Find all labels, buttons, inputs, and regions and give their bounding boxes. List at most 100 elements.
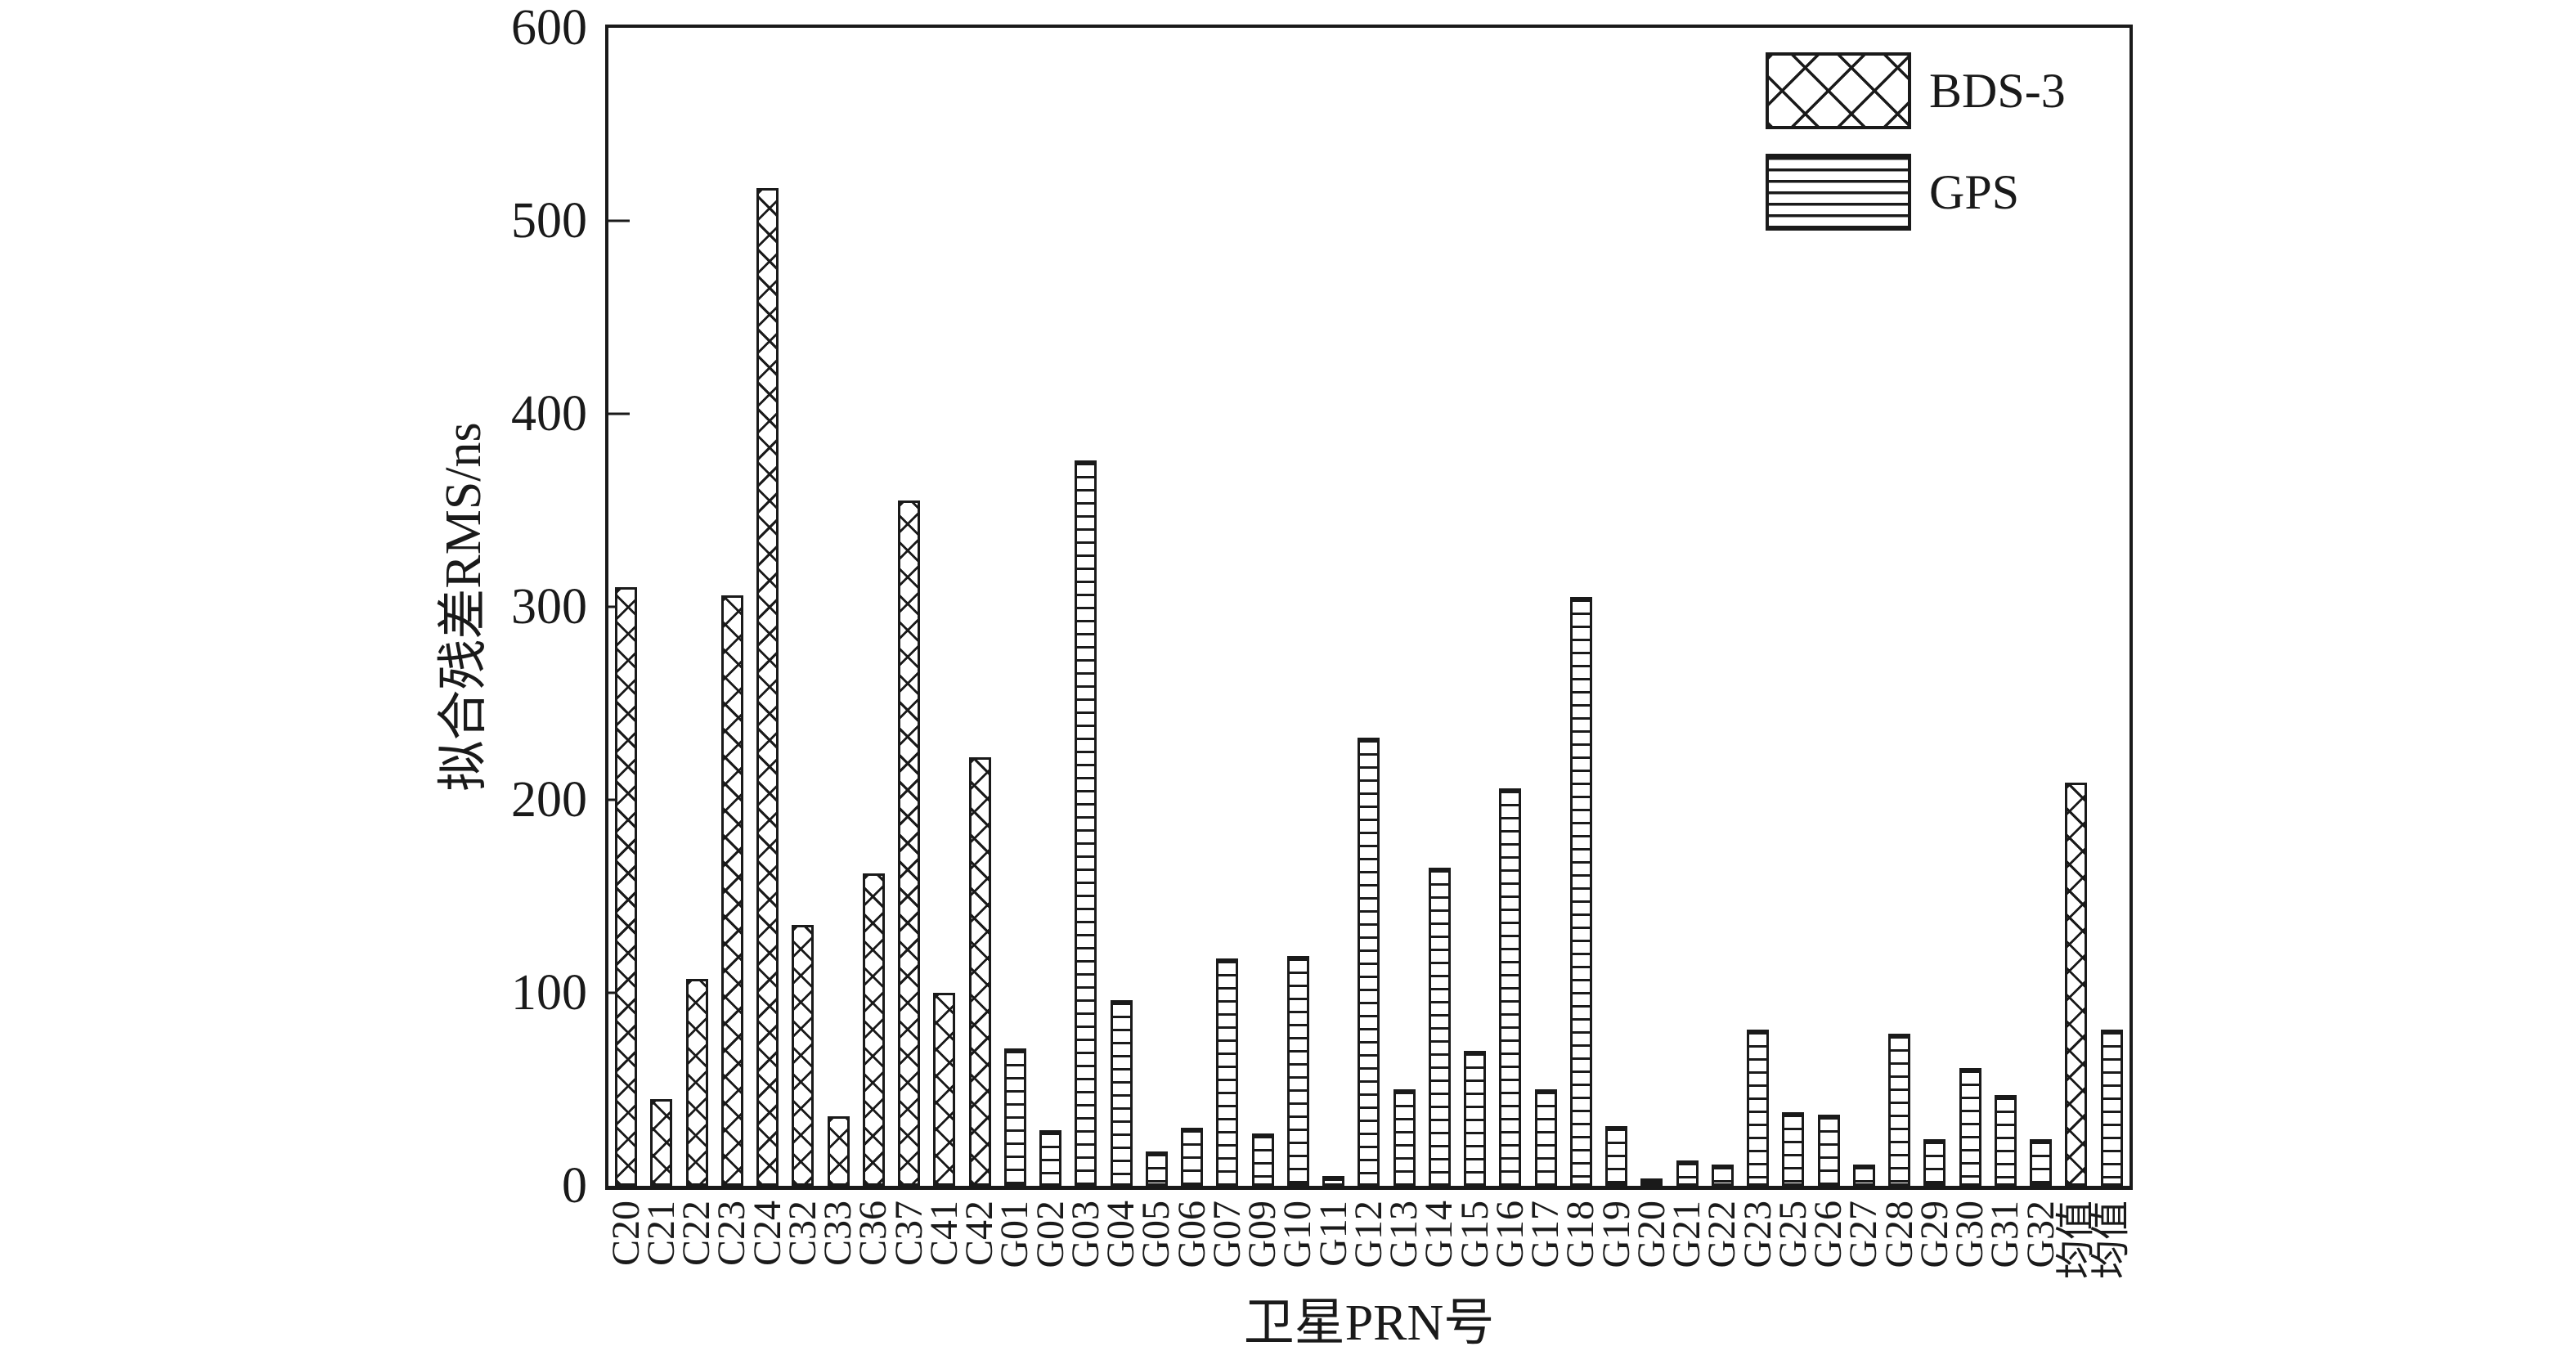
y-tick-label: 200 (511, 772, 587, 828)
bar-slot: C32 (781, 28, 824, 1266)
x-tick-label: 均值 (2089, 1201, 2134, 1280)
bar-slot: G06 (1170, 28, 1214, 1268)
bar-slot: G23 (1736, 28, 1779, 1268)
bar-C36-BDS-3 (862, 873, 885, 1186)
bar-G01-GPS (1003, 1048, 1026, 1186)
legend-swatch-crosshatch-icon (1766, 52, 1911, 129)
bars: C20 C21 C22 C23 C24 C32 C33 C36 C37 C41 C42 G01 G02 G… (604, 28, 2133, 1279)
bar-slot: 均值 (2054, 28, 2098, 1279)
bar-C37-BDS-3 (898, 500, 921, 1186)
bar-C32-BDS-3 (792, 925, 815, 1186)
legend-swatch-horizontal-lines-icon (1766, 154, 1911, 231)
bar-C22-BDS-3 (685, 979, 708, 1186)
bar-slot: G07 (1205, 28, 1249, 1268)
bar-G16-GPS (1499, 788, 1522, 1186)
bar-G03-GPS (1075, 460, 1097, 1186)
bar-slot: G04 (1099, 28, 1142, 1268)
bar-slot: C42 (958, 28, 1001, 1266)
bar-slot: G12 (1347, 28, 1390, 1268)
bar-slot: C24 (746, 28, 789, 1266)
bar-G26-GPS (1817, 1114, 1840, 1186)
bar-slot: G25 (1771, 28, 1815, 1268)
bar-slot: G30 (1948, 28, 1991, 1268)
bar-slot: G05 (1134, 28, 1178, 1268)
plot-area: C20 C21 C22 C23 C24 C32 C33 C36 C37 C41 C42 G01 G02 G… (511, 2, 2133, 1279)
bar-slot: G02 (1029, 28, 1072, 1268)
bar-G30-GPS (1959, 1068, 1981, 1186)
bar-slot: G28 (1878, 28, 1921, 1268)
bar-G12-GPS (1358, 738, 1380, 1186)
bar-C21-BDS-3 (650, 1098, 673, 1186)
bar-G32-GPS (2030, 1139, 2053, 1186)
bar-slot: 均值 (2089, 28, 2133, 1279)
bar-G05-GPS (1145, 1151, 1168, 1186)
bar-G27-GPS (1852, 1165, 1875, 1186)
x-axis-title: 卫星PRN号 (1243, 1295, 1495, 1351)
bar-slot: G22 (1700, 28, 1744, 1268)
y-tick-label: 500 (511, 193, 587, 249)
bar-G28-GPS (1888, 1033, 1911, 1186)
bar-C42-BDS-3 (968, 757, 991, 1186)
bar-G25-GPS (1782, 1112, 1805, 1186)
bar-G14-GPS (1428, 867, 1451, 1186)
bar-C33-BDS-3 (827, 1116, 850, 1186)
bar-G17-GPS (1534, 1089, 1557, 1186)
bar-slot: G31 (1983, 28, 2026, 1268)
bar-slot: G32 (2019, 28, 2062, 1268)
bar-slot: G10 (1276, 28, 1319, 1268)
bar-slot: G21 (1665, 28, 1708, 1268)
bar-slot: C23 (710, 28, 753, 1266)
bar-slot: C20 (604, 28, 648, 1266)
y-tick-label: 100 (511, 965, 587, 1021)
bar-C24-BDS-3 (756, 187, 779, 1186)
bar-slot: G11 (1312, 28, 1355, 1267)
y-tick-mark (608, 412, 630, 415)
legend-label-bds3: BDS-3 (1929, 64, 2066, 118)
bar-slot: G16 (1488, 28, 1532, 1268)
bar-slot: G15 (1453, 28, 1497, 1268)
bar-G11-GPS (1322, 1176, 1345, 1186)
bar-slot: G03 (1064, 28, 1107, 1268)
bar-G09-GPS (1251, 1133, 1274, 1186)
bar-slot: C33 (816, 28, 859, 1266)
y-axis-title: 拟合残差RMS/ns (436, 422, 491, 792)
legend: BDS-3 GPS (1766, 52, 2066, 255)
bar-均值-GPS (2100, 1029, 2123, 1186)
bar-slot: G27 (1842, 28, 1885, 1268)
y-tick-label: 600 (511, 0, 587, 56)
y-tick-mark (608, 219, 630, 222)
bar-G19-GPS (1605, 1125, 1628, 1186)
bar-slot: G13 (1382, 28, 1425, 1268)
bar-均值-BDS-3 (2065, 782, 2088, 1186)
bar-slot: G01 (993, 28, 1036, 1268)
bar-C20-BDS-3 (615, 587, 638, 1186)
y-tick-label: 0 (562, 1158, 587, 1214)
bar-slot: G29 (1913, 28, 1956, 1268)
bar-G22-GPS (1711, 1165, 1734, 1186)
bar-slot: C36 (851, 28, 895, 1266)
bar-G07-GPS (1216, 958, 1239, 1186)
bar-slot: C41 (922, 28, 966, 1266)
y-tick-label: 300 (511, 579, 587, 635)
bar-C41-BDS-3 (933, 993, 956, 1186)
bar-C23-BDS-3 (720, 595, 743, 1186)
bar-G13-GPS (1393, 1089, 1416, 1186)
bar-G15-GPS (1464, 1050, 1487, 1186)
legend-item-bds3: BDS-3 (1766, 52, 2066, 129)
bar-slot: G19 (1595, 28, 1638, 1268)
legend-item-gps: GPS (1766, 154, 2066, 231)
bar-G04-GPS (1110, 1000, 1133, 1186)
bar-slot: G17 (1524, 28, 1567, 1268)
bar-G29-GPS (1923, 1139, 1946, 1186)
bar-slot: G09 (1241, 28, 1284, 1268)
legend-label-gps: GPS (1929, 165, 2020, 219)
bar-G31-GPS (1994, 1095, 2017, 1186)
bar-G21-GPS (1676, 1160, 1699, 1186)
bar-slot: G26 (1806, 28, 1850, 1268)
bar-G10-GPS (1286, 956, 1309, 1186)
bar-slot: C21 (640, 28, 683, 1266)
bar-slot: G18 (1559, 28, 1602, 1268)
bar-G18-GPS (1569, 597, 1592, 1186)
bar-slot: C22 (675, 28, 718, 1266)
